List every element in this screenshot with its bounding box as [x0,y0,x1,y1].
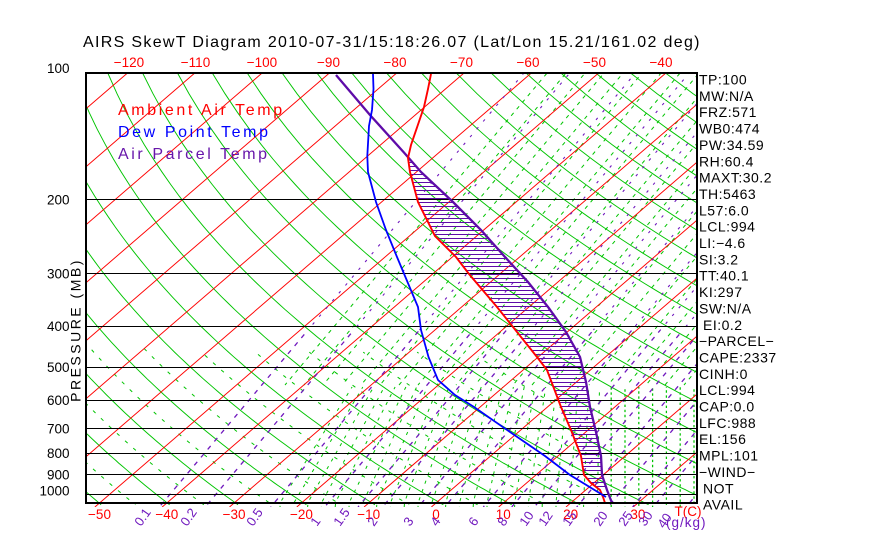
svg-text:CAP:0.0: CAP:0.0 [699,399,755,415]
svg-text:FRZ:571: FRZ:571 [699,104,757,120]
svg-text:PRESSURE (MB): PRESSURE (MB) [68,258,84,402]
svg-text:MAXT:30.2: MAXT:30.2 [699,170,772,186]
svg-text:−60: −60 [517,55,540,70]
svg-text:L57:6.0: L57:6.0 [699,202,749,218]
svg-text:−90: −90 [317,55,340,70]
svg-text:800: 800 [47,446,70,461]
svg-text:300: 300 [47,266,70,281]
svg-text:−30: −30 [223,507,246,522]
svg-text:LCL:994: LCL:994 [699,219,755,235]
svg-text:Dew Point Temp: Dew Point Temp [118,124,271,141]
svg-text:TP:100: TP:100 [699,72,747,88]
svg-text:LCL:994: LCL:994 [699,382,755,398]
svg-text:AIRS SkewT Diagram 2010-07-31/: AIRS SkewT Diagram 2010-07-31/15:18:26.0… [83,34,701,51]
svg-text:12: 12 [535,508,556,528]
svg-text:SW:N/A: SW:N/A [699,300,752,316]
svg-text:T(C): T(C) [675,504,702,519]
svg-text:Ambient Air Temp: Ambient Air Temp [118,102,285,119]
svg-text:−40: −40 [650,55,673,70]
svg-text:30: 30 [630,507,645,522]
svg-text:EL:156: EL:156 [699,431,746,447]
svg-text:600: 600 [47,393,70,408]
svg-text:25: 25 [615,508,636,528]
svg-text:20: 20 [590,508,611,528]
svg-text:−PARCEL−: −PARCEL− [699,333,774,349]
svg-text:500: 500 [47,360,70,375]
svg-text:LFC:988: LFC:988 [699,415,756,431]
svg-text:400: 400 [47,319,70,334]
svg-text:RH:60.4: RH:60.4 [699,153,754,169]
svg-text:−80: −80 [384,55,407,70]
svg-text:20: 20 [563,507,578,522]
svg-text:MW:N/A: MW:N/A [699,88,754,104]
svg-text:AVAIL: AVAIL [703,497,743,513]
svg-text:WB0:474: WB0:474 [699,121,760,137]
svg-text:KI:297: KI:297 [699,284,742,300]
svg-text:TT:40.1: TT:40.1 [699,268,749,284]
svg-text:−70: −70 [450,55,473,70]
svg-text:PW:34.59: PW:34.59 [699,137,764,153]
svg-text:−50: −50 [88,507,111,522]
svg-text:−50: −50 [583,55,606,70]
svg-text:CAPE:2337: CAPE:2337 [699,349,777,365]
svg-text:LI:−4.6: LI:−4.6 [699,235,746,251]
svg-text:(g/kg): (g/kg) [666,515,707,530]
svg-text:−120: −120 [114,55,144,70]
svg-text:EI:0.2: EI:0.2 [703,317,743,333]
svg-text:15: 15 [559,508,580,528]
svg-text:0: 0 [432,507,440,522]
svg-text:1000: 1000 [39,484,69,499]
svg-text:700: 700 [47,421,70,436]
svg-text:TH:5463: TH:5463 [699,186,756,202]
svg-text:900: 900 [47,467,70,482]
svg-text:−100: −100 [247,55,277,70]
svg-text:Air Parcel Temp: Air Parcel Temp [118,146,270,163]
svg-text:−40: −40 [155,507,178,522]
svg-text:NOT: NOT [703,480,734,496]
svg-text:−20: −20 [290,507,313,522]
svg-text:100: 100 [47,61,70,76]
svg-text:CINH:0: CINH:0 [699,366,748,382]
svg-text:200: 200 [47,192,70,207]
svg-text:30: 30 [635,508,656,528]
svg-text:−10: −10 [357,507,380,522]
svg-text:−110: −110 [181,55,210,70]
svg-text:10: 10 [516,508,537,528]
svg-text:40: 40 [654,510,675,530]
svg-text:−WIND−: −WIND− [699,464,756,480]
svg-text:10: 10 [496,507,511,522]
svg-text:SI:3.2: SI:3.2 [699,251,739,267]
svg-text:MPL:101: MPL:101 [699,448,759,464]
